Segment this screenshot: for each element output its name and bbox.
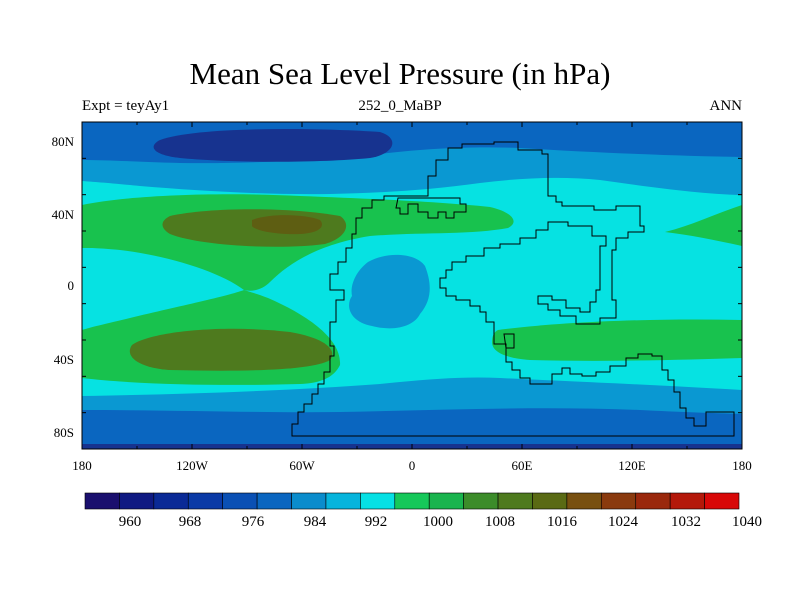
period-label: 252_0_MaBP — [358, 98, 442, 114]
colorbar-box — [497, 492, 533, 510]
colorbar-label: 1032 — [671, 514, 701, 530]
lon-label: 180 — [72, 458, 92, 473]
colorbar-box — [394, 492, 430, 510]
lon-label: 0 — [409, 458, 416, 473]
colorbar-box — [256, 492, 292, 510]
north-high-center — [252, 215, 322, 235]
colorbar-label: 1016 — [547, 514, 578, 530]
lon-axis: 180 120W 60W 0 60E 120E 180 — [72, 458, 752, 473]
tethys-inner-outline — [503, 333, 515, 349]
lon-label: 120E — [618, 458, 646, 473]
season-label: ANN — [709, 98, 743, 114]
lon-label: 180 — [732, 458, 752, 473]
colorbar-label: 960 — [119, 514, 142, 530]
lon-label: 60W — [289, 458, 315, 473]
colorbar-box — [325, 492, 361, 510]
colorbar-box — [119, 492, 155, 510]
colorbar — [84, 492, 740, 510]
south-low-band — [82, 408, 742, 449]
colorbar-box — [222, 492, 258, 510]
colorbar-box — [291, 492, 327, 510]
lon-label: 120W — [176, 458, 209, 473]
pangaea-outline — [291, 141, 735, 437]
colorbar-box — [463, 492, 499, 510]
south-high-core — [129, 328, 333, 371]
axis-ticks — [81, 121, 743, 450]
colorbar-box — [566, 492, 602, 510]
colorbar-label: 976 — [242, 514, 265, 530]
colorbar-label: 984 — [304, 514, 327, 530]
chart-title: Mean Sea Level Pressure (in hPa) — [189, 56, 611, 91]
colorbar-label: 1040 — [732, 514, 762, 530]
experiment-label: Expt = teyAy1 — [82, 98, 170, 114]
lat-label: 40N — [52, 207, 75, 222]
colorbar-box — [153, 492, 189, 510]
colorbar-label: 968 — [179, 514, 202, 530]
lat-label: 80N — [52, 134, 75, 149]
cimmeria-outline — [395, 197, 467, 219]
colorbar-box — [704, 492, 740, 510]
pressure-field — [82, 122, 742, 449]
colorbar-labels: 960 968 976 984 992 1000 1008 1016 1024 … — [119, 514, 762, 530]
lon-label: 60E — [512, 458, 533, 473]
colorbar-box — [84, 492, 120, 510]
colorbar-box — [601, 492, 637, 510]
north-polar-low — [153, 129, 393, 162]
colorbar-box — [669, 492, 705, 510]
continent-outlines — [291, 141, 735, 437]
colorbar-box — [360, 492, 396, 510]
colorbar-label: 1008 — [485, 514, 515, 530]
colorbar-box — [187, 492, 223, 510]
lat-label: 40S — [54, 352, 74, 367]
colorbar-label: 1000 — [423, 514, 453, 530]
colorbar-box — [428, 492, 464, 510]
colorbar-box — [532, 492, 568, 510]
lat-label: 0 — [68, 278, 75, 293]
central-low — [349, 254, 430, 329]
lat-axis: 80N 40N 0 40S 80S — [52, 134, 75, 440]
colorbar-box — [635, 492, 671, 510]
south-east-green-band — [492, 319, 742, 361]
colorbar-label: 1024 — [608, 514, 639, 530]
lat-label: 80S — [54, 425, 74, 440]
colorbar-label: 992 — [365, 514, 388, 530]
north-pacific-green — [665, 205, 742, 246]
